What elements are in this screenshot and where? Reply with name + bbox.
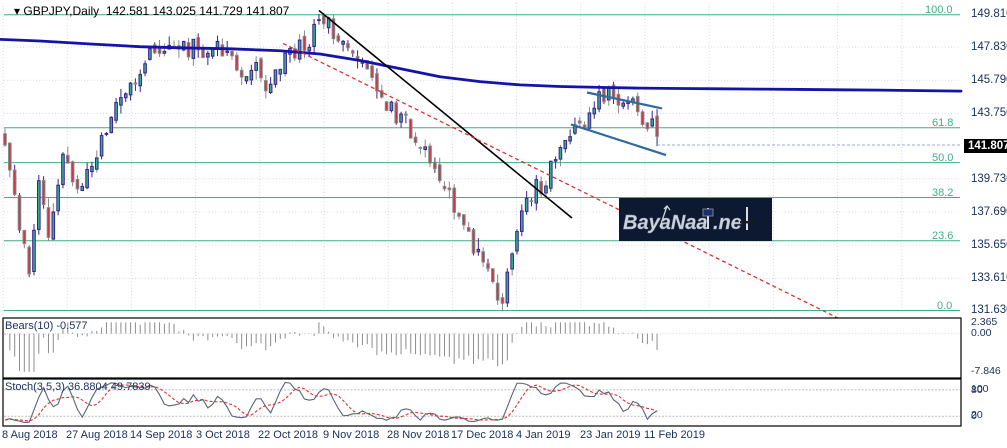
svg-text:BayaNaa: BayaNaa bbox=[623, 212, 708, 234]
svg-text:.ne: .ne bbox=[713, 212, 742, 234]
